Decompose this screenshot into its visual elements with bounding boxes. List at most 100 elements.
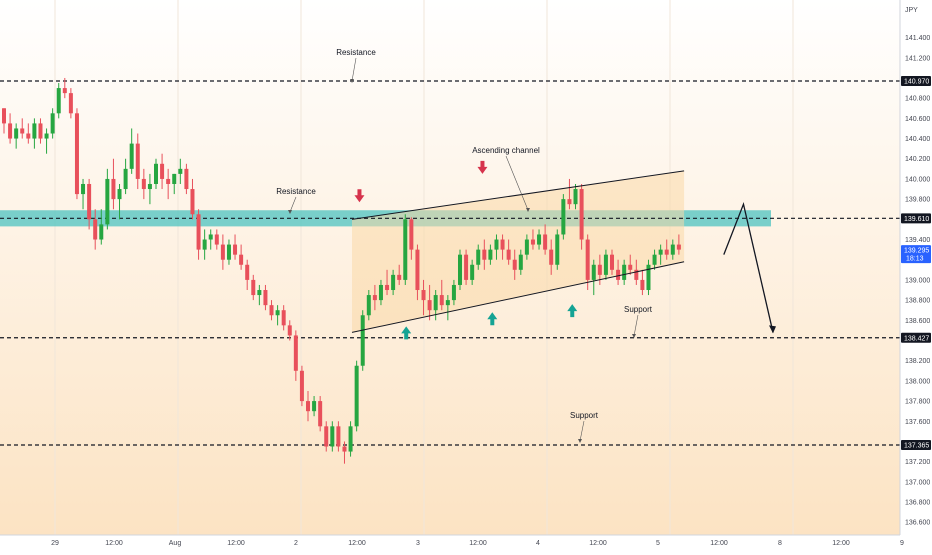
candle-body (591, 264, 596, 280)
annotation-pointer (579, 420, 585, 442)
candle-body (184, 168, 189, 190)
channel-lines (351, 170, 685, 333)
channel-lower-line (351, 261, 685, 333)
candle-body (567, 199, 572, 205)
y-axis-ticks: 141.400 141.200 140.800 140.600 140.400 140.2… (905, 35, 930, 527)
price-tag-value: 139.295 (904, 248, 929, 255)
candle-body (555, 234, 560, 265)
annotation-label: Support (570, 411, 599, 420)
candle-body (154, 163, 158, 184)
annotation-pointer (633, 314, 639, 337)
candle-body (214, 234, 219, 245)
candle-body (354, 365, 359, 427)
annotation-pointer-head (632, 334, 636, 338)
annotation-pointer (351, 57, 357, 82)
candle-body (573, 189, 578, 205)
candle-body (676, 244, 681, 250)
price-tag-value: 140.970 (904, 79, 929, 86)
candle-body (202, 239, 207, 250)
x-tick-label: 3 (416, 540, 420, 547)
x-tick-label: Aug (169, 540, 182, 547)
y-tick-label: 139.400 (905, 237, 930, 244)
candle-body (336, 426, 341, 447)
candle-body (330, 426, 335, 447)
candle-body (81, 183, 86, 195)
candle-body (318, 401, 323, 427)
candle-body (87, 183, 92, 220)
candle-body (470, 264, 475, 280)
candle-body (306, 401, 310, 412)
candle-body (597, 264, 602, 275)
candle-body (622, 264, 627, 280)
price-tag-box (901, 440, 931, 450)
y-tick-label: 139.000 (905, 277, 930, 284)
x-tick-label: 12:00 (348, 540, 366, 547)
candle-body (439, 295, 444, 306)
sell-signal-arrow (477, 160, 488, 174)
candle-body (160, 163, 165, 179)
y-tick-label: 137.800 (905, 399, 930, 406)
candle-body (220, 244, 225, 260)
buy-signal-arrow (487, 312, 498, 326)
price-tag-box (901, 245, 931, 264)
candle-body (269, 305, 274, 316)
y-tick-label: 140.800 (905, 96, 930, 103)
candle-body (421, 290, 426, 301)
price-tag-value: 137.365 (904, 443, 929, 450)
annotation-pointer-head (578, 439, 582, 443)
channel-upper-line (351, 170, 685, 220)
candle-body (403, 219, 408, 280)
candle-body (99, 224, 104, 240)
x-tick-label: 8 (778, 540, 782, 547)
signals (354, 160, 578, 340)
candle-body (2, 108, 6, 124)
candle-body (233, 244, 238, 255)
x-tick-label: 12:00 (469, 540, 487, 547)
candle-body (257, 290, 262, 296)
y-tick-label: 137.200 (905, 459, 930, 466)
price-tag-value: 138.427 (904, 335, 929, 342)
horizontal-levels (0, 80, 900, 446)
annotation-label: Resistance (276, 187, 316, 196)
candle-body (190, 189, 195, 215)
y-tick-label: 137.000 (905, 479, 930, 486)
x-tick-label: 12:00 (227, 540, 245, 547)
candle-body (433, 295, 438, 311)
x-tick-label: 9 (900, 540, 904, 547)
price-tag-box (901, 213, 931, 224)
candle-body (348, 426, 353, 452)
candle-body (634, 269, 639, 280)
candle-body (464, 254, 469, 280)
candle-body (530, 239, 535, 245)
candle-body (32, 123, 37, 139)
candle-body (628, 264, 633, 270)
candle-body (518, 254, 523, 270)
candle-body (549, 249, 554, 265)
annotation-pointer (289, 196, 297, 213)
channel-area (352, 170, 685, 333)
annotations: Resistance Resistance Ascending channel Sup… (276, 48, 653, 443)
y-tick-label: 137.600 (905, 419, 930, 426)
price-tag-countdown: 18:13 (906, 256, 924, 263)
candle-body (166, 178, 171, 184)
price-tag-box (901, 76, 931, 86)
candle-body (458, 254, 462, 285)
candle-body (427, 300, 432, 311)
y-tick-label: 140.200 (905, 156, 930, 163)
candle-body (500, 239, 505, 250)
candle-body (62, 88, 67, 94)
candle-body (512, 259, 517, 270)
sell-signal-arrow (354, 189, 365, 203)
annotation-pointer-head (526, 208, 530, 212)
projection-path (723, 201, 774, 333)
candle-body (275, 310, 280, 316)
annotation-pointer-head (350, 79, 354, 83)
candle-body (603, 254, 608, 275)
candle-body (251, 279, 256, 296)
price-tag-box (901, 332, 931, 343)
candle-body (178, 168, 183, 174)
y-tick-label: 141.200 (905, 55, 930, 62)
